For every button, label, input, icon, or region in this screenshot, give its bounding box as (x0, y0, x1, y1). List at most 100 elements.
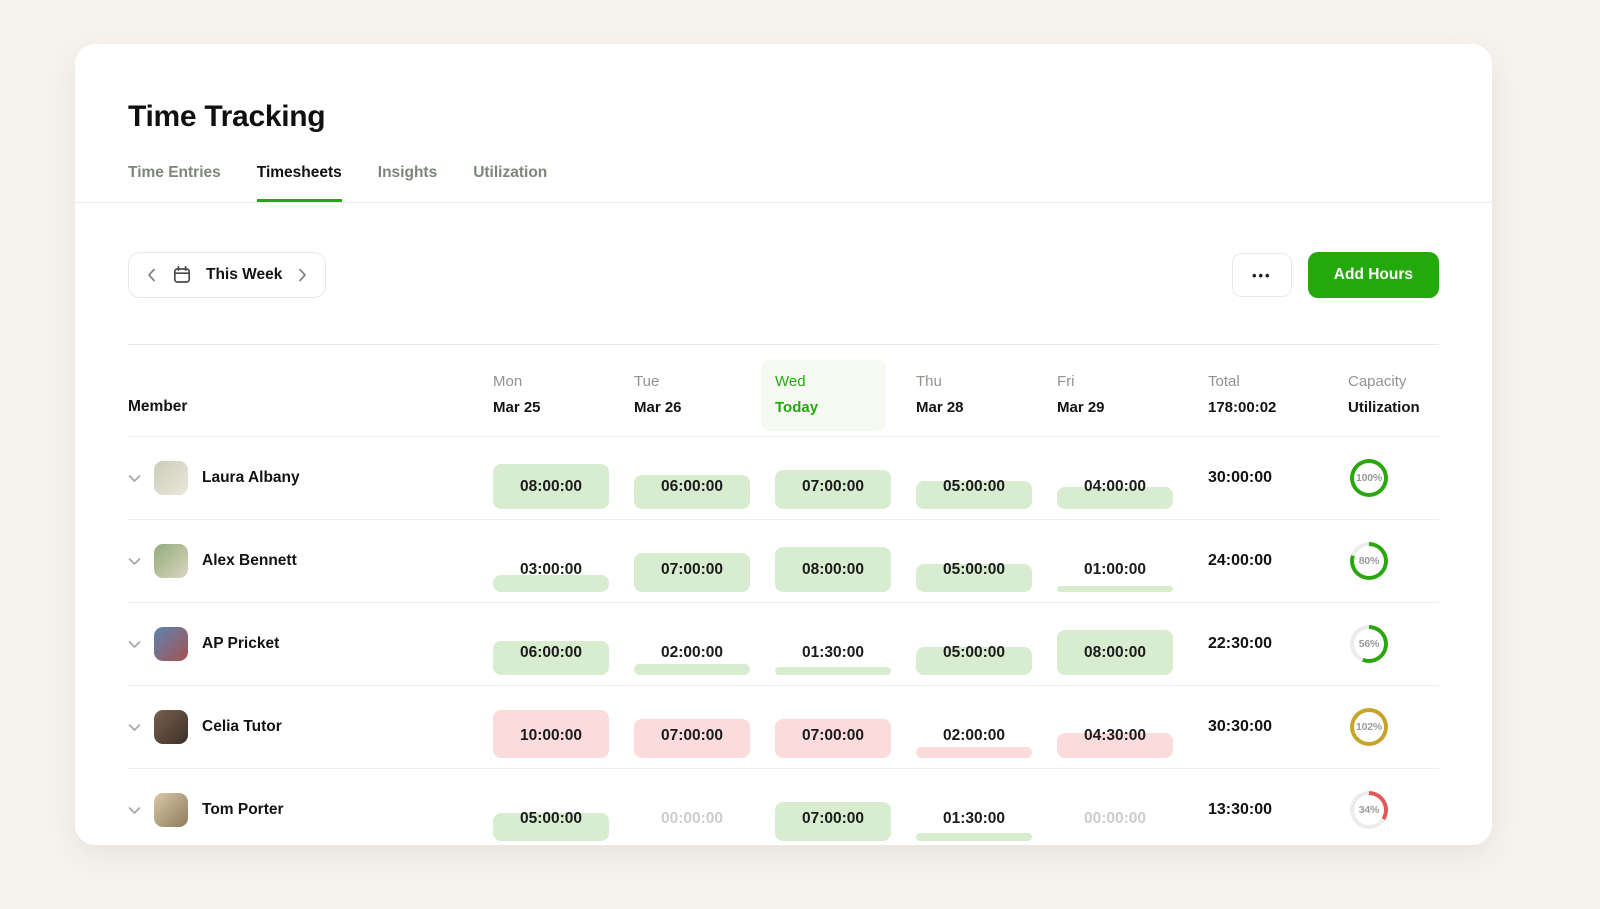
member-column-header: Member (128, 398, 188, 415)
day-cell-column: 01:30:00 (775, 620, 916, 675)
day-cell-column: 07:00:00 (775, 454, 916, 509)
chevron-down-icon[interactable] (128, 806, 141, 815)
chevron-down-icon[interactable] (128, 557, 141, 566)
hours-cell[interactable]: 08:00:00 (493, 461, 609, 509)
hours-fill-bar (493, 710, 609, 758)
hours-cell[interactable]: 06:00:00 (634, 461, 750, 509)
timesheet-table: Member Mon Mar 25 Tue Mar 26 Wed Today Thu Mar … (128, 344, 1439, 845)
utilization-ring: 100% (1350, 459, 1388, 497)
hours-cell[interactable]: 01:30:00 (775, 627, 891, 675)
hours-value: 05:00:00 (519, 810, 583, 827)
day-date: Mar 26 (634, 399, 682, 416)
tab-insights[interactable]: Insights (378, 164, 437, 202)
day-cell-column: 01:00:00 (1057, 537, 1198, 592)
table-body: Laura Albany 08:00:00 06:00:00 07:00:00 05:… (128, 437, 1439, 845)
table-header: Member Mon Mar 25 Tue Mar 26 Wed Today Thu Mar … (128, 344, 1439, 437)
hours-fill-bar (493, 575, 609, 592)
utilization-ring: 56% (1350, 625, 1388, 663)
hours-cell[interactable]: 05:00:00 (493, 793, 609, 841)
hours-fill-bar (493, 641, 609, 675)
hours-cell[interactable]: 05:00:00 (916, 461, 1032, 509)
hours-fill-bar (634, 552, 750, 592)
member-cell: Celia Tutor (128, 710, 493, 744)
hours-cell[interactable]: 08:00:00 (1057, 627, 1173, 675)
hours-fill-bar (493, 812, 609, 841)
hours-cell[interactable]: 00:00:00 (1057, 793, 1173, 841)
day-cell-column: 00:00:00 (634, 786, 775, 834)
more-options-button[interactable]: ••• (1231, 253, 1292, 297)
hours-value: 08:00:00 (1083, 644, 1147, 661)
toolbar-actions: ••• Add Hours (1231, 252, 1439, 298)
capacity-column-header: Capacity Utilization (1348, 373, 1420, 416)
hours-cell[interactable]: 01:00:00 (1057, 544, 1173, 592)
day-column-header-thu: Thu Mar 28 (916, 373, 1057, 416)
hours-cell[interactable]: 05:00:00 (916, 544, 1032, 592)
hours-cell[interactable]: 06:00:00 (493, 627, 609, 675)
member-name: Laura Albany (202, 469, 300, 486)
hours-cell[interactable]: 07:00:00 (775, 793, 891, 841)
next-week-button[interactable] (296, 266, 309, 284)
calendar-icon (173, 265, 191, 283)
chevron-down-icon[interactable] (128, 723, 141, 732)
hours-cell[interactable]: 07:00:00 (634, 544, 750, 592)
avatar (154, 627, 188, 661)
row-total-cell: 22:30:00 (1198, 635, 1338, 653)
row-total-cell: 30:30:00 (1198, 718, 1338, 736)
row-capacity-cell: 80% (1338, 542, 1439, 580)
day-column-header-tue: Tue Mar 26 (634, 373, 775, 416)
tab-timesheets[interactable]: Timesheets (256, 164, 342, 202)
hours-cell[interactable]: 01:30:00 (916, 793, 1032, 841)
day-cell-column: 03:00:00 (493, 537, 634, 592)
day-cell-column: 04:30:00 (1057, 703, 1198, 758)
hours-cell[interactable]: 02:00:00 (634, 627, 750, 675)
chevron-down-icon[interactable] (128, 474, 141, 483)
utilization-percent: 34% (1358, 804, 1380, 816)
row-capacity-cell: 102% (1338, 708, 1439, 746)
hours-cell[interactable]: 07:00:00 (775, 461, 891, 509)
tab-bar: Time Entries Timesheets Insights Utilizatio… (75, 164, 1492, 203)
hours-fill-bar (916, 480, 1032, 509)
previous-week-button[interactable] (145, 266, 158, 284)
hours-cell[interactable]: 02:00:00 (916, 710, 1032, 758)
hours-fill-bar (775, 547, 891, 592)
hours-value: 00:00:00 (660, 810, 724, 827)
row-total-cell: 13:30:00 (1198, 801, 1338, 819)
hours-fill-bar (1057, 586, 1173, 592)
hours-value: 08:00:00 (801, 561, 865, 578)
hours-value: 07:00:00 (801, 810, 865, 827)
hours-value: 07:00:00 (801, 727, 865, 744)
day-cell-column: 06:00:00 (493, 620, 634, 675)
week-selector[interactable]: This Week (128, 252, 327, 298)
row-capacity-cell: 100% (1338, 459, 1439, 497)
day-cell-column: 05:00:00 (916, 620, 1057, 675)
hours-cell[interactable]: 05:00:00 (916, 627, 1032, 675)
hours-cell[interactable]: 03:00:00 (493, 544, 609, 592)
day-name: Fri (1057, 373, 1075, 390)
chevron-down-icon[interactable] (128, 640, 141, 649)
hours-cell[interactable]: 04:30:00 (1057, 710, 1173, 758)
hours-value: 10:00:00 (519, 727, 583, 744)
hours-fill-bar (634, 663, 750, 675)
hours-value: 07:00:00 (801, 478, 865, 495)
hours-fill-bar (775, 469, 891, 509)
utilization-percent: 80% (1358, 555, 1380, 567)
hours-fill-bar (916, 746, 1032, 758)
hours-cell[interactable]: 07:00:00 (634, 710, 750, 758)
hours-cell[interactable]: 08:00:00 (775, 544, 891, 592)
hours-fill-bar (1057, 630, 1173, 675)
hours-cell[interactable]: 10:00:00 (493, 710, 609, 758)
hours-cell[interactable]: 00:00:00 (634, 793, 750, 841)
add-hours-button[interactable]: Add Hours (1307, 252, 1439, 298)
hours-cell[interactable]: 04:00:00 (1057, 461, 1173, 509)
tab-time-entries[interactable]: Time Entries (128, 164, 221, 202)
hours-value: 04:30:00 (1083, 727, 1147, 744)
table-row: Celia Tutor 10:00:00 07:00:00 07:00:00 02:0… (128, 686, 1439, 769)
total-hours: 30:30:00 (1208, 718, 1273, 735)
page-title: Time Tracking (128, 100, 326, 133)
total-column-header: Total 178:00:02 (1198, 373, 1338, 416)
hours-cell[interactable]: 07:00:00 (775, 710, 891, 758)
hours-value: 07:00:00 (660, 561, 724, 578)
hours-fill-bar (775, 666, 891, 675)
utilization-percent: 102% (1355, 721, 1383, 733)
tab-utilization[interactable]: Utilization (473, 164, 547, 202)
